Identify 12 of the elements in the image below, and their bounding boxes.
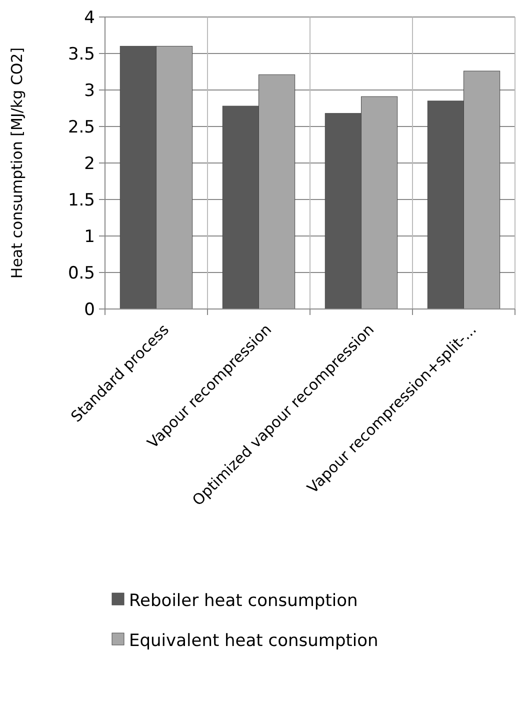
legend-label: Reboiler heat consumption xyxy=(129,590,358,611)
y-tick-label: 1.5 xyxy=(68,190,95,210)
y-tick-label: 4 xyxy=(84,8,95,28)
y-axis-title: Heat consumption [MJ/kg CO2] xyxy=(8,47,26,279)
y-tick-label: 1 xyxy=(84,226,95,247)
legend-label: Equivalent heat consumption xyxy=(129,630,378,651)
y-tick-label: 0.5 xyxy=(68,263,95,284)
y-tick-label: 2 xyxy=(84,154,95,174)
y-tick-label: 3.5 xyxy=(68,44,95,64)
y-tick-label: 3 xyxy=(84,80,95,101)
y-tick-label: 2.5 xyxy=(68,117,95,138)
y-tick-label: 0 xyxy=(84,300,95,320)
